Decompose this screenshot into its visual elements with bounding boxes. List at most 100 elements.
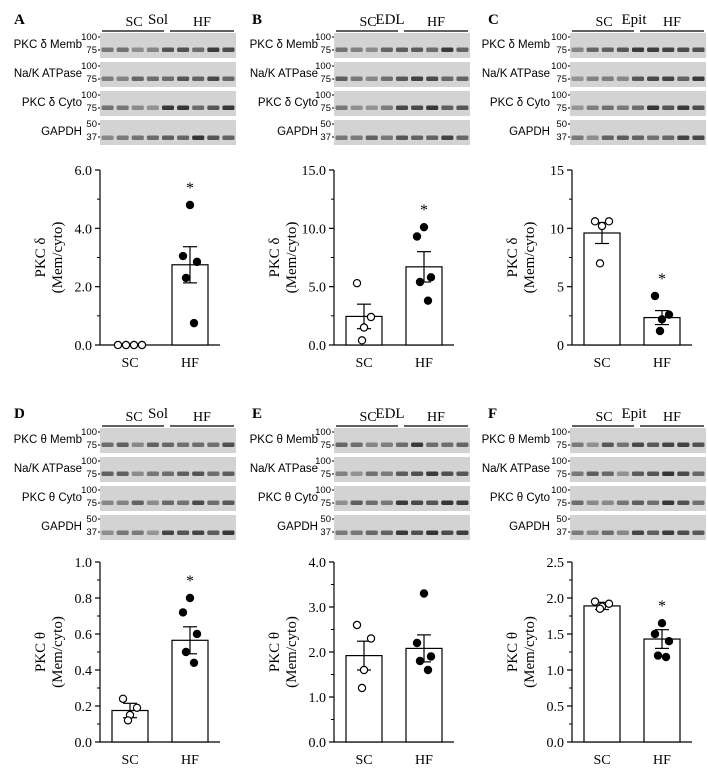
blot-label: PKC δ Cyto <box>490 97 550 109</box>
blot-band <box>207 442 220 447</box>
y-tick-label: 0.5 <box>547 700 565 715</box>
blot-band <box>350 471 363 476</box>
y-tick-label: 0.8 <box>75 592 93 607</box>
data-point <box>366 634 376 643</box>
blot-band <box>222 442 235 447</box>
blot-band <box>101 500 114 505</box>
blot-band <box>647 530 660 535</box>
blot-band <box>350 47 363 52</box>
blot-band <box>571 500 584 505</box>
blot-band <box>571 471 584 476</box>
data-point <box>655 326 665 336</box>
blot-band <box>350 76 363 81</box>
bar-chart: 0 5 10 15 PKC δ (Mem/cyto) SC * HF <box>505 164 692 371</box>
blot-band <box>146 500 159 505</box>
blot-strip: 50 37 GAPDH <box>41 514 236 540</box>
blot-band <box>161 135 175 140</box>
blot-background <box>334 91 470 116</box>
blot-band <box>616 500 629 505</box>
mw-marker: 100 <box>315 456 331 467</box>
blot-background <box>570 91 706 116</box>
y-tick-label: 15 <box>550 164 564 179</box>
blot-strip: 100 75 Na/K ATPase <box>14 456 236 482</box>
blot-band <box>677 471 690 476</box>
data-point <box>178 608 188 617</box>
x-category-label: HF <box>415 753 433 768</box>
blot-band <box>571 442 584 447</box>
blot-band <box>350 442 363 447</box>
data-point <box>357 336 367 345</box>
blot-background <box>100 486 236 511</box>
bar-chart: 0.0 5.0 10.0 15.0 PKC δ (Mem/cyto) SC * HF <box>267 164 454 371</box>
blot-label: PKC θ Memb <box>14 434 82 446</box>
blot-band <box>411 500 424 505</box>
muscle-title: Epit <box>622 12 648 28</box>
data-point <box>590 217 600 226</box>
blot-band <box>601 135 614 140</box>
mw-marker: 75 <box>320 45 331 56</box>
panel-letter: A <box>14 12 25 28</box>
blot-band <box>571 105 584 110</box>
x-category-label: SC <box>593 356 610 371</box>
mw-marker: 37 <box>86 132 97 143</box>
data-point <box>189 318 199 328</box>
blot-band <box>116 471 129 476</box>
blot-band <box>692 442 705 447</box>
mw-marker: 100 <box>551 32 567 43</box>
data-point <box>178 251 188 261</box>
blot-band <box>662 135 675 140</box>
data-point <box>426 652 436 661</box>
x-category-label: SC <box>593 753 610 768</box>
blot-band <box>456 500 469 505</box>
y-tick-label: 0.4 <box>75 664 93 679</box>
data-point <box>415 277 425 287</box>
blot-band <box>395 442 409 447</box>
blot-band <box>411 76 424 81</box>
blot-strip: 100 75 PKC δ Cyto <box>490 90 706 116</box>
blot-band <box>441 47 454 52</box>
blot-band <box>662 105 675 110</box>
blot-band <box>192 135 205 140</box>
blot-band <box>692 530 705 535</box>
blot-band <box>677 105 690 110</box>
blot-band <box>441 442 454 447</box>
mw-marker: 100 <box>315 90 331 101</box>
group-label-sc: SC <box>359 15 376 30</box>
blot-band <box>380 105 393 110</box>
blot-band <box>411 530 424 535</box>
blot-band <box>456 135 469 140</box>
data-point <box>366 312 376 322</box>
blot-label: PKC θ Memb <box>250 434 318 446</box>
blot-band <box>441 500 454 505</box>
data-point <box>423 296 433 305</box>
blot-band <box>586 471 599 476</box>
blot-background <box>100 120 236 145</box>
data-point <box>590 597 600 606</box>
blot-label: PKC θ Cyto <box>490 492 550 504</box>
blot-band <box>571 47 584 52</box>
blot-band <box>631 442 645 447</box>
blot-band <box>616 76 629 81</box>
blot-band <box>395 105 409 110</box>
mw-marker: 75 <box>320 498 331 509</box>
y-tick-label: 0.0 <box>309 736 327 751</box>
y-tick-label: 2.5 <box>547 556 565 571</box>
blot-background <box>334 428 470 453</box>
blot-band <box>601 471 614 476</box>
group-label-hf: HF <box>193 410 211 425</box>
bar <box>171 639 209 743</box>
blot-band <box>441 530 454 535</box>
blot-band <box>662 442 675 447</box>
blot-background <box>570 33 706 58</box>
blot-band <box>692 135 705 140</box>
bar-chart: 0.0 0.5 1.0 1.5 2.0 2.5 PKC θ (Mem/cyto) SC * HF <box>505 556 692 768</box>
blot-band <box>131 530 144 535</box>
blot-background <box>334 33 470 58</box>
blot-label: PKC δ Memb <box>250 39 318 51</box>
blot-band <box>601 530 614 535</box>
blot-label: PKC θ Cyto <box>258 492 318 504</box>
